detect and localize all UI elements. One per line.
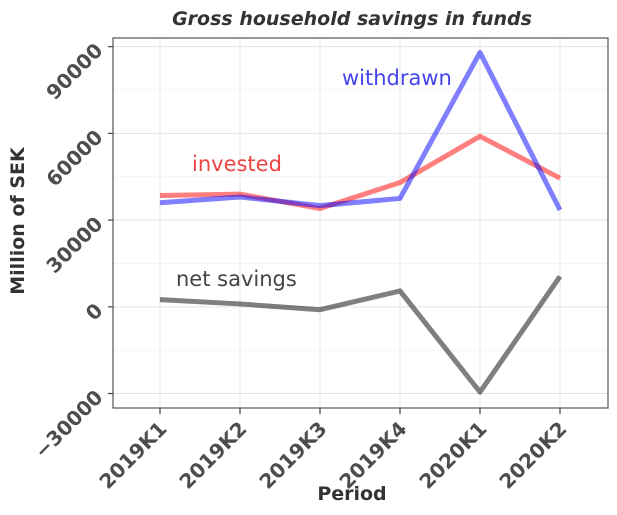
series-label-net-savings: net savings	[176, 267, 297, 291]
grid	[113, 38, 608, 408]
series-line-withdrawn	[159, 49, 563, 212]
series-label-invested: invested	[192, 152, 282, 176]
series-label-withdrawn: withdrawn	[342, 66, 452, 90]
y-axis-title: Million of SEK	[7, 146, 29, 295]
series-labels: invested withdrawn net savings	[176, 66, 452, 291]
chart-title: Gross household savings in funds	[172, 8, 532, 30]
series-line-invested	[159, 133, 562, 212]
series-line-net-savings	[159, 275, 563, 395]
x-axis-title: Period	[317, 483, 386, 505]
series-lines	[159, 49, 563, 395]
plot-panel	[112, 37, 609, 409]
